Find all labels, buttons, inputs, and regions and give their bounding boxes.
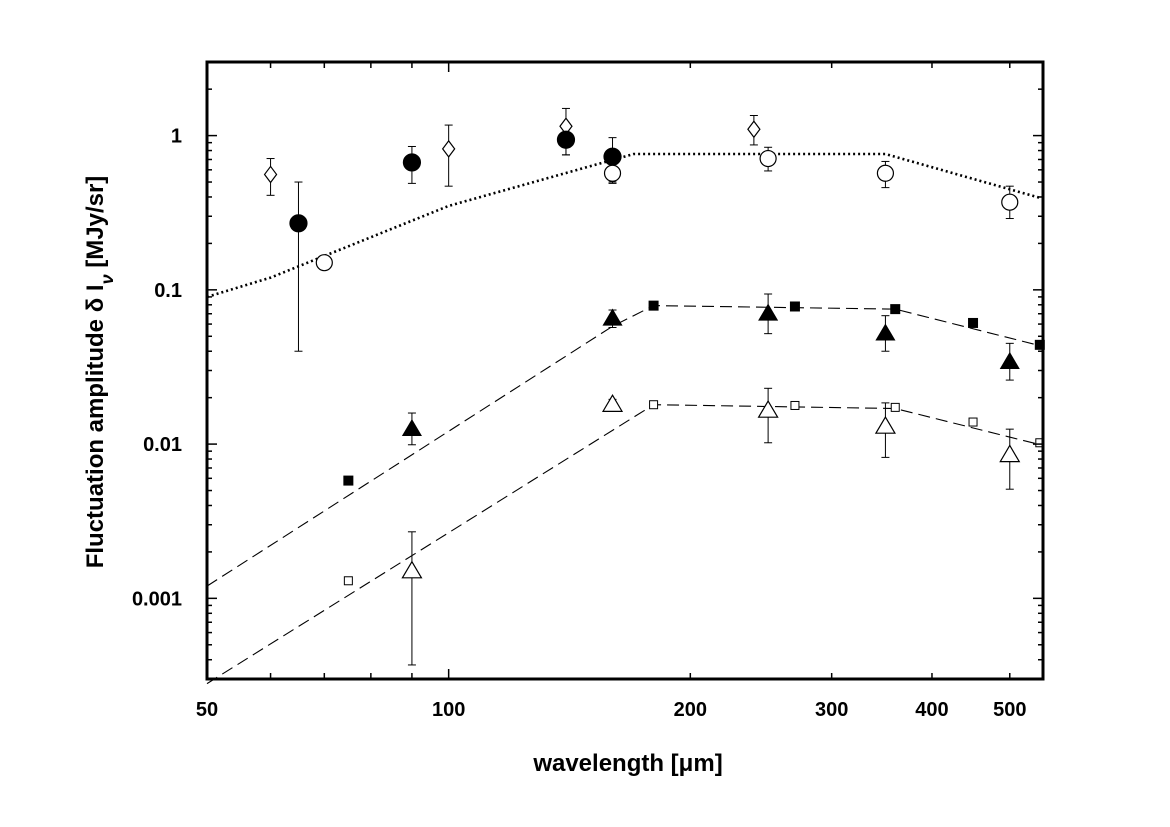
- filled-square-marker: [968, 317, 979, 328]
- filled-triangle-marker: [999, 351, 1020, 370]
- x-tick-label: 400: [915, 699, 948, 721]
- open-diamond-marker: [441, 139, 456, 158]
- open-square-marker: [968, 417, 978, 427]
- plot-frame: [205, 60, 1045, 681]
- x-tick-label: 200: [674, 699, 707, 721]
- open-square-marker: [649, 400, 659, 410]
- open-triangle-marker: [601, 394, 624, 412]
- y-tick-labels: 0.001 0.01 0.1 1: [132, 126, 182, 611]
- filled-circle-marker: [603, 147, 622, 166]
- y-tick-label: 1: [171, 126, 182, 148]
- filled-circle-marker: [556, 130, 576, 149]
- y-axis-label-main: Fluctuation amplitude δ I: [82, 284, 109, 568]
- dashed-model-open-curve: [206, 404, 1044, 685]
- open-diamond-marker: [747, 120, 761, 139]
- open-circle-marker: [315, 254, 333, 272]
- open-triangle-marker: [874, 415, 896, 434]
- y-axis-label-subscript: ν: [97, 274, 117, 284]
- data-markers: [263, 117, 1045, 586]
- x-tick-label: 500: [993, 699, 1026, 721]
- x-tick-labels: 50 100 200 300 400 500: [196, 699, 1027, 721]
- open-triangle-marker: [401, 560, 423, 579]
- dashed-model-filled-curve: [206, 305, 1044, 587]
- filled-square-marker: [648, 300, 659, 311]
- x-tick-label: 300: [815, 699, 848, 721]
- open-circle-marker: [1001, 193, 1019, 211]
- filled-square-marker: [343, 475, 354, 486]
- y-tick-label: 0.01: [143, 434, 182, 456]
- x-tick-label: 100: [432, 699, 465, 721]
- open-circle-marker: [603, 164, 622, 182]
- axis-ticks: [207, 61, 1043, 680]
- dotted-model-curve: [206, 152, 1044, 299]
- filled-triangle-marker: [875, 323, 896, 341]
- x-axis-label: wavelength [μm]: [532, 750, 722, 777]
- open-square-marker: [343, 576, 353, 586]
- x-tick-label: 50: [196, 699, 218, 721]
- model-curves: [206, 152, 1044, 685]
- open-square-marker: [890, 402, 900, 412]
- open-square-marker: [790, 400, 800, 410]
- open-diamond-marker: [263, 165, 278, 184]
- filled-square-marker: [789, 301, 800, 312]
- y-tick-label: 0.1: [154, 280, 182, 302]
- error-bars: [266, 107, 1014, 666]
- y-axis-label-units: [MJy/sr]: [82, 176, 109, 275]
- filled-triangle-marker: [758, 303, 779, 321]
- open-triangle-marker: [757, 399, 779, 418]
- filled-circle-marker: [402, 153, 422, 172]
- y-tick-label: 0.001: [132, 588, 182, 610]
- filled-square-marker: [890, 304, 901, 315]
- y-axis-label: Fluctuation amplitude δ Iν [MJy/sr]: [82, 176, 117, 569]
- filled-triangle-marker: [602, 308, 623, 326]
- open-circle-marker: [759, 149, 777, 168]
- open-circle-marker: [876, 164, 895, 182]
- filled-circle-marker: [289, 214, 308, 233]
- open-triangle-marker: [999, 444, 1021, 463]
- filled-triangle-marker: [401, 418, 422, 437]
